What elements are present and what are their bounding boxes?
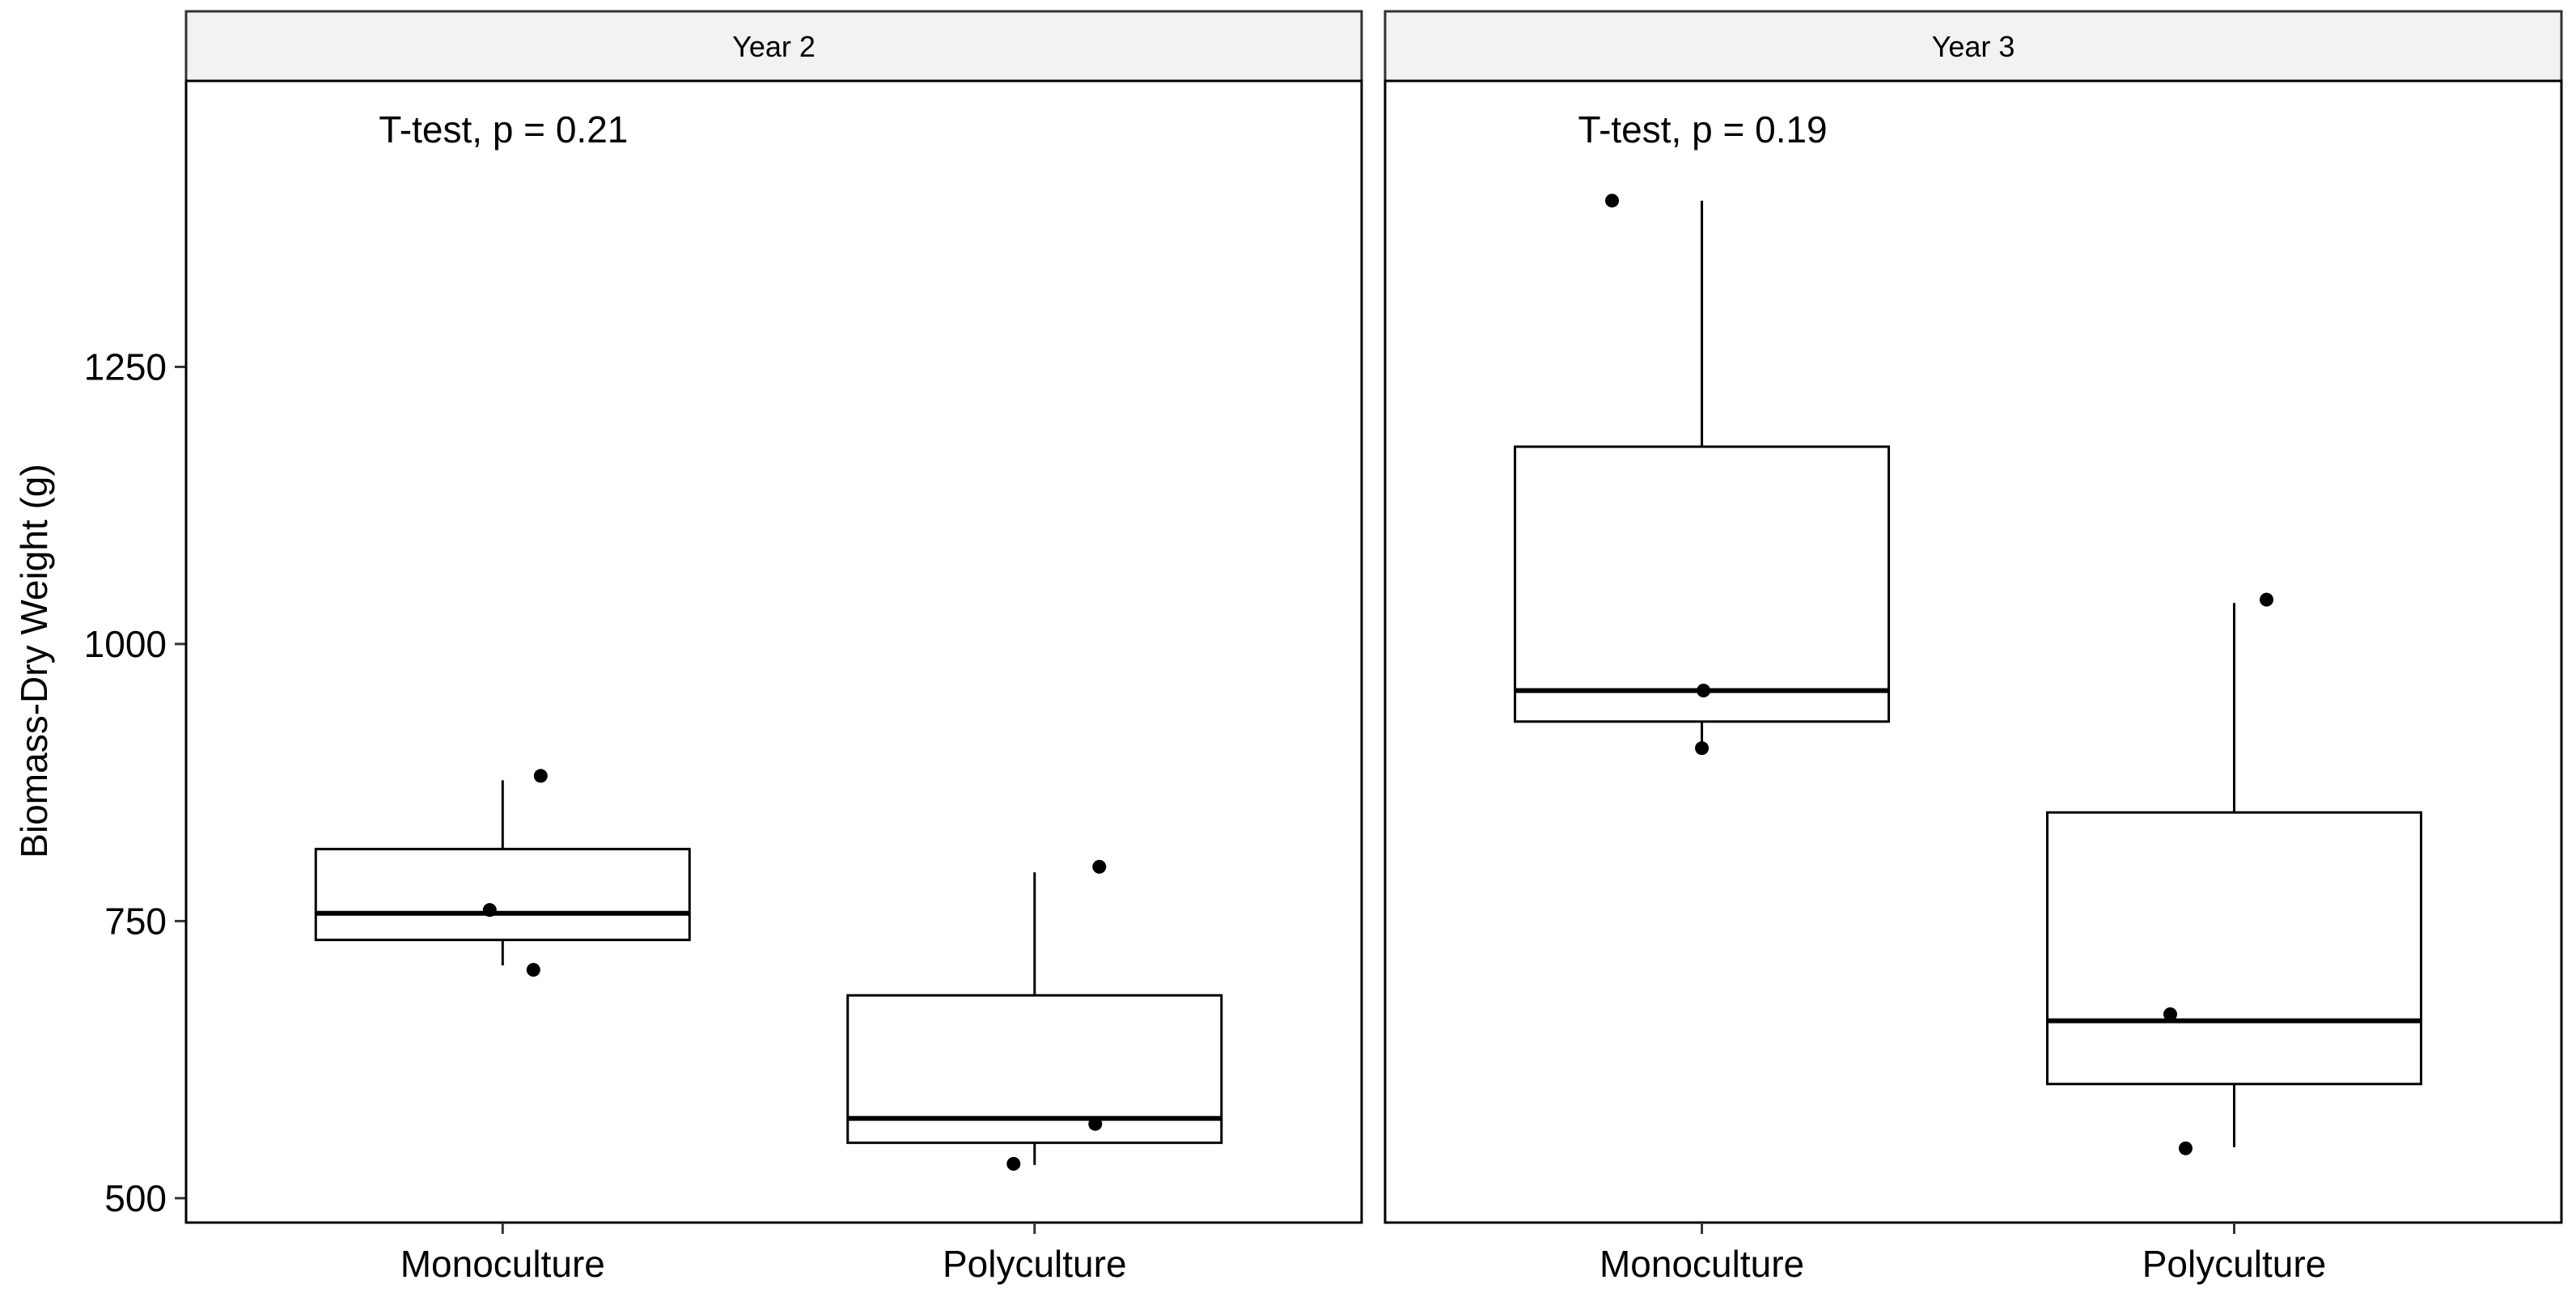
facet-strip-label: Year 3 <box>1932 30 2015 63</box>
box-iqr <box>314 847 691 942</box>
y-tick-label: 750 <box>104 900 167 942</box>
y-axis-label: Biomass-Dry Weight (g) <box>13 464 55 858</box>
data-point <box>2259 592 2273 607</box>
y-tick-label: 1250 <box>84 345 167 388</box>
data-point <box>1695 741 1710 756</box>
y-tick-label: 500 <box>104 1177 167 1219</box>
box-iqr <box>2045 811 2422 1086</box>
facet-panel: Year 2 T-test, p = 0.21 Monoculture Polycul… <box>184 10 1363 1285</box>
data-point <box>482 903 497 918</box>
ttest-annotation: T-test, p = 0.19 <box>1578 108 1828 150</box>
data-point <box>1092 859 1107 874</box>
data-point <box>2163 1007 2177 1021</box>
facet-strip-label: Year 2 <box>732 30 816 63</box>
facet-panel: Year 3 T-test, p = 0.19 Monoculture Polycul… <box>1383 10 2563 1285</box>
data-point <box>526 963 540 977</box>
data-point <box>1088 1117 1103 1131</box>
x-tick-label: Polyculture <box>943 1243 1127 1285</box>
box-iqr <box>1514 445 1891 723</box>
panel-border <box>184 79 1363 1224</box>
y-tick-label: 1000 <box>84 623 167 665</box>
data-point <box>1605 193 1620 208</box>
data-point <box>1006 1156 1021 1171</box>
data-point <box>2178 1141 2193 1155</box>
x-tick-label: Monoculture <box>400 1243 605 1285</box>
data-point <box>1697 683 1711 697</box>
panel-border <box>1383 79 2563 1224</box>
x-tick-label: Polyculture <box>2142 1243 2327 1285</box>
ttest-annotation: T-test, p = 0.21 <box>379 108 628 150</box>
data-point <box>533 769 548 783</box>
facet-strip <box>184 10 1363 83</box>
x-tick-label: Monoculture <box>1599 1243 1804 1285</box>
